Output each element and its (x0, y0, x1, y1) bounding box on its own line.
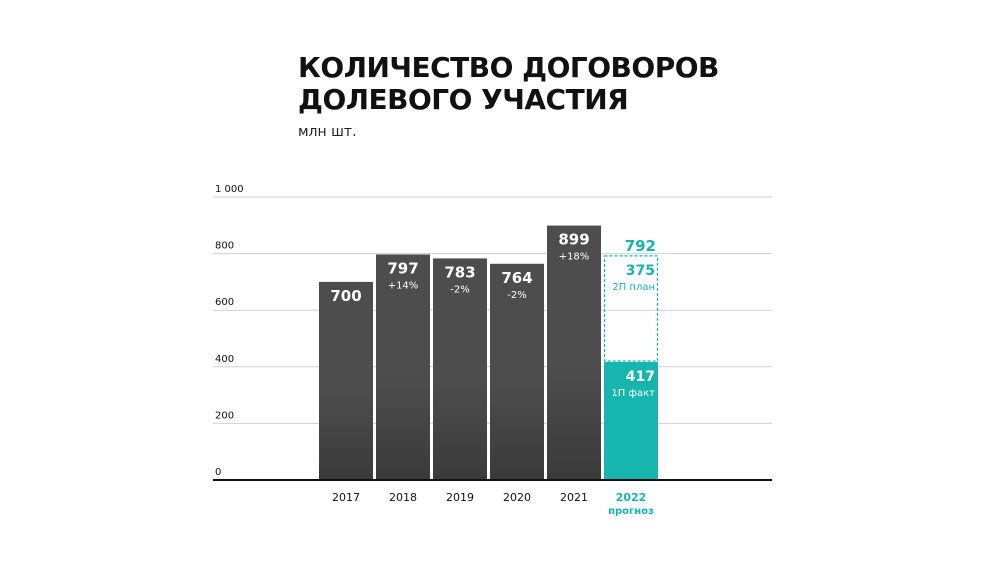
chart-title-line-2: ДОЛЕВОГО УЧАСТИЯ (298, 83, 629, 116)
bar-value-label: 797 (387, 259, 418, 277)
y-tick-label: 200 (215, 410, 234, 421)
forecast-fact-bar (604, 361, 658, 480)
x-tick-label-forecast: 2022 (616, 491, 647, 504)
x-tick-label: 2018 (389, 491, 417, 504)
x-tick-label: 2019 (446, 491, 474, 504)
y-tick-label: 400 (215, 354, 234, 365)
bar (319, 281, 373, 480)
bar-value-label: 764 (501, 269, 532, 287)
bar (376, 254, 430, 480)
forecast-fact-caption: 1П факт (611, 388, 655, 399)
forecast-total-label: 792 (625, 237, 656, 255)
x-tick-label: 2020 (503, 491, 531, 504)
chart-unit-label: млн шт. (298, 124, 357, 140)
y-tick-label: 600 (215, 297, 234, 308)
y-tick-label: 1 000 (215, 184, 244, 195)
bar-change-label: -2% (450, 284, 469, 295)
x-tick-label: 2017 (332, 491, 360, 504)
forecast-plan-bar (603, 255, 659, 362)
forecast-plan-value-label: 375 (626, 263, 655, 279)
y-tick-label: 800 (215, 241, 234, 252)
y-tick-label: 0 (215, 467, 221, 478)
bar-value-label: 899 (558, 231, 589, 249)
bar-change-label: -2% (507, 290, 526, 301)
bar-change-label: +18% (559, 252, 590, 263)
chart-title: КОЛИЧЕСТВО ДОГОВОРОВ ДОЛЕВОГО УЧАСТИЯ (298, 52, 719, 116)
bar-value-label: 700 (330, 287, 361, 305)
x-tick-sublabel-forecast: прогноз (608, 506, 654, 517)
chart-title-line-1: КОЛИЧЕСТВО ДОГОВОРОВ (298, 51, 719, 84)
forecast-plan-caption: 2П план (612, 282, 655, 293)
bar (433, 258, 487, 480)
bar-value-label: 783 (444, 263, 475, 281)
forecast-fact-value-label: 417 (626, 369, 655, 385)
x-tick-label: 2021 (560, 491, 588, 504)
bar-change-label: +14% (388, 280, 419, 291)
bar (547, 225, 601, 480)
bar (490, 263, 544, 480)
